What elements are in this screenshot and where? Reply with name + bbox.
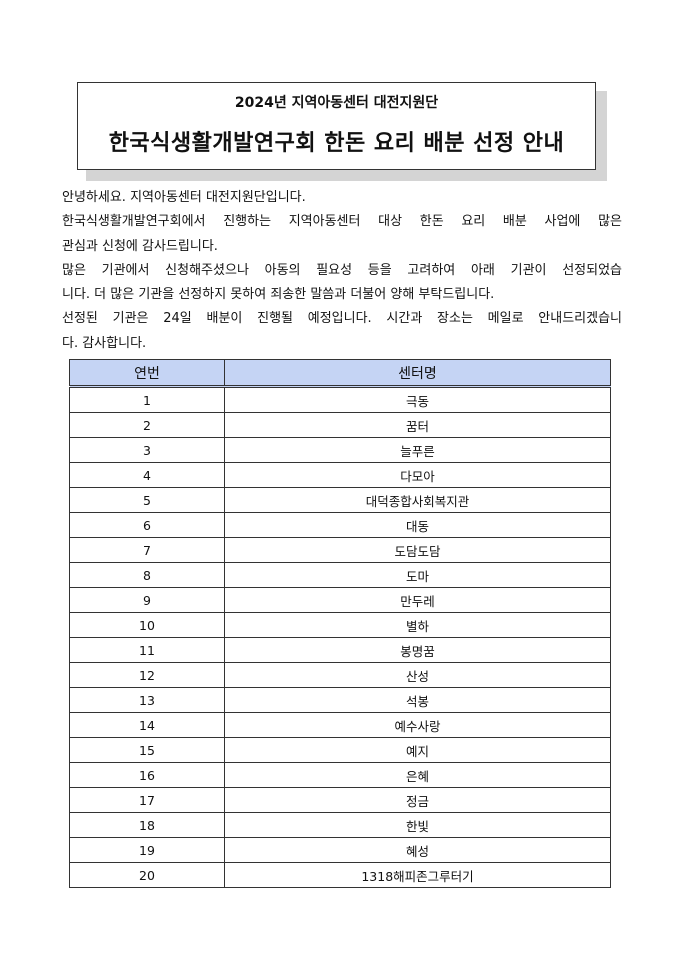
center-name-cell: 혜성 — [224, 837, 611, 863]
row-number-cell: 14 — [69, 712, 225, 738]
row-number-cell: 12 — [69, 662, 225, 688]
title-box: 2024년 지역아동센터 대전지원단 한국식생활개발연구회 한돈 요리 배분 선… — [77, 82, 596, 170]
table-row: 6 대동 — [69, 512, 611, 538]
center-name-cell: 석봉 — [224, 687, 611, 713]
row-number-cell: 13 — [69, 687, 225, 713]
row-number-cell: 10 — [69, 612, 225, 638]
table-row: 13 석봉 — [69, 687, 611, 713]
column-header-number: 연번 — [69, 359, 225, 388]
row-number-cell: 9 — [69, 587, 225, 613]
body-text-line: 선정된 기관은 24일 배분이 진행될 예정입니다. 시간과 장소는 메일로 안… — [62, 311, 622, 327]
center-name-cell: 별하 — [224, 612, 611, 638]
row-number-cell: 5 — [69, 487, 225, 513]
row-number-cell: 17 — [69, 787, 225, 813]
table-header-row: 연번 센터명 — [69, 359, 611, 388]
row-number-cell: 18 — [69, 812, 225, 838]
table-row: 10 별하 — [69, 612, 611, 638]
row-number-cell: 15 — [69, 737, 225, 763]
row-number-cell: 20 — [69, 862, 225, 888]
table-row: 14 예수사랑 — [69, 712, 611, 738]
center-name-cell: 예지 — [224, 737, 611, 763]
center-name-cell: 늘푸른 — [224, 437, 611, 463]
center-name-cell: 산성 — [224, 662, 611, 688]
body-paragraphs: 안녕하세요. 지역아동센터 대전지원단입니다. 한국식생활개발연구회에서 진행하는… — [62, 186, 622, 356]
table-row: 4 다모아 — [69, 462, 611, 488]
row-number-cell: 11 — [69, 637, 225, 663]
row-number-cell: 6 — [69, 512, 225, 538]
row-number-cell: 4 — [69, 462, 225, 488]
center-name-cell: 도마 — [224, 562, 611, 588]
center-name-cell: 도담도담 — [224, 537, 611, 563]
center-name-cell: 꿈터 — [224, 412, 611, 438]
row-number-cell: 19 — [69, 837, 225, 863]
body-text-line: 안녕하세요. 지역아동센터 대전지원단입니다. — [62, 190, 306, 205]
center-name-cell: 은혜 — [224, 762, 611, 788]
body-text-line: 한국식생활개발연구회에서 진행하는 지역아동센터 대상 한돈 요리 배분 사업에… — [62, 214, 622, 230]
body-text-line: 다. 감사합니다. — [62, 335, 147, 351]
table-row: 16 은혜 — [69, 762, 611, 788]
table-row: 15 예지 — [69, 737, 611, 763]
row-number-cell: 7 — [69, 537, 225, 563]
center-name-cell: 대동 — [224, 512, 611, 538]
table-row: 5 대덕종합사회복지관 — [69, 487, 611, 513]
row-number-cell: 16 — [69, 762, 225, 788]
row-number-cell: 2 — [69, 412, 225, 438]
row-number-cell: 3 — [69, 437, 225, 463]
table-row: 18 한빛 — [69, 812, 611, 838]
column-header-center-name: 센터명 — [224, 359, 611, 388]
selected-centers-table: 연번 센터명 1 극동 2 꿈터 3 늘푸른 4 다모아 5 대덕종합사회복지관 6 대동 7 도담도담 8… — [69, 359, 611, 888]
center-name-cell: 만두레 — [224, 587, 611, 613]
document-title: 한국식생활개발연구회 한돈 요리 배분 선정 안내 — [108, 131, 565, 156]
center-name-cell: 봉명꿈 — [224, 637, 611, 663]
center-name-cell: 대덕종합사회복지관 — [224, 487, 611, 513]
table-row: 20 1318해피존그루터기 — [69, 862, 611, 888]
center-name-cell: 1318해피존그루터기 — [224, 862, 611, 888]
table-row: 9 만두레 — [69, 587, 611, 613]
table-row: 7 도담도담 — [69, 537, 611, 563]
table-row: 1 극동 — [69, 386, 611, 413]
row-number-cell: 8 — [69, 562, 225, 588]
center-name-cell: 한빛 — [224, 812, 611, 838]
document-subtitle: 2024년 지역아동센터 대전지원단 — [234, 95, 439, 111]
table-row: 19 혜성 — [69, 837, 611, 863]
row-number-cell: 1 — [69, 386, 225, 413]
body-text-line: 많은 기관에서 신청해주셨으나 아동의 필요성 등을 고려하여 아래 기관이 선… — [62, 262, 622, 278]
center-name-cell: 정금 — [224, 787, 611, 813]
center-name-cell: 예수사랑 — [224, 712, 611, 738]
table-row: 17 정금 — [69, 787, 611, 813]
table-row: 8 도마 — [69, 562, 611, 588]
table-row: 12 산성 — [69, 662, 611, 688]
body-text-line: 관심과 신청에 감사드립니다. — [62, 238, 218, 254]
table-row: 11 봉명꿈 — [69, 637, 611, 663]
center-name-cell: 극동 — [224, 386, 611, 413]
table-row: 2 꿈터 — [69, 412, 611, 438]
table-row: 3 늘푸른 — [69, 437, 611, 463]
body-text-line: 니다. 더 많은 기관을 선정하지 못하여 죄송한 말씀과 더불어 양해 부탁드… — [62, 287, 495, 303]
center-name-cell: 다모아 — [224, 462, 611, 488]
